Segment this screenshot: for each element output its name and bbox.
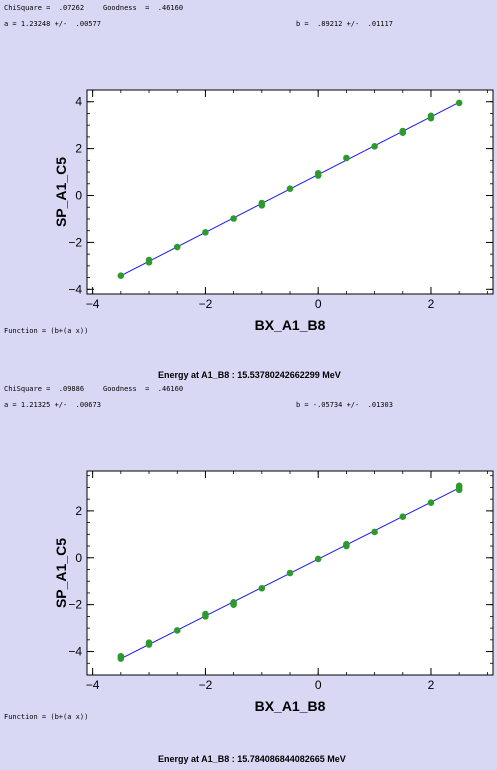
x-tick-label: 2 bbox=[428, 297, 435, 311]
data-point bbox=[230, 215, 237, 222]
data-point bbox=[117, 272, 125, 280]
y-tick-label: 0 bbox=[75, 551, 82, 565]
x-tick-label: −4 bbox=[86, 678, 100, 692]
scatter-plot-2: −4 −2 0 2 −4 −2 0 2 BX_A1_B8 SP_A1_C5 bbox=[53, 470, 494, 714]
data-point bbox=[314, 555, 322, 563]
chisquare-text: ChiSquare = .09886 bbox=[4, 385, 85, 393]
data-point bbox=[343, 540, 350, 548]
param-a-text: a = 1.23248 +/- .00577 bbox=[4, 20, 101, 28]
data-point bbox=[399, 127, 407, 135]
goodness-text: Goodness = .46160 bbox=[103, 4, 184, 12]
x-tick-label: 0 bbox=[315, 297, 322, 311]
y-tick-label: 0 bbox=[75, 189, 82, 203]
data-point bbox=[286, 569, 294, 577]
data-point bbox=[371, 528, 378, 536]
data-point bbox=[286, 185, 294, 193]
y-tick-label: 4 bbox=[75, 95, 82, 109]
y-axis-label: SP_A1_C5 bbox=[53, 157, 69, 227]
x-axis-label: BX_A1_B8 bbox=[255, 317, 326, 333]
param-a-text: a = 1.21325 +/- .00673 bbox=[4, 401, 101, 409]
y-tick-label: −2 bbox=[68, 235, 82, 249]
data-point bbox=[314, 169, 322, 177]
data-point bbox=[173, 627, 181, 634]
data-point bbox=[202, 229, 209, 236]
function-text: Function = (b+(a x)) bbox=[4, 713, 89, 721]
x-axis-label: BX_A1_B8 bbox=[255, 698, 326, 714]
data-point bbox=[455, 99, 463, 107]
y-axis-label: SP_A1_C5 bbox=[53, 538, 69, 608]
energy-text: Energy at A1_B8 : 15.784086844082665 MeV bbox=[158, 754, 346, 764]
data-point bbox=[371, 142, 378, 150]
data-point bbox=[258, 202, 266, 209]
data-point bbox=[455, 482, 463, 490]
data-point bbox=[117, 652, 125, 660]
chisquare-text: ChiSquare = .07262 bbox=[4, 4, 85, 12]
x-tick-label: 2 bbox=[428, 678, 435, 692]
goodness-text: Goodness = .46160 bbox=[103, 385, 184, 393]
y-tick-label: −4 bbox=[68, 645, 82, 659]
data-point bbox=[145, 639, 153, 646]
data-point bbox=[202, 610, 209, 618]
y-tick-label: 2 bbox=[75, 504, 82, 518]
data-point bbox=[145, 259, 153, 266]
x-tick-label: −2 bbox=[199, 297, 213, 311]
scatter-plot-1: −4 −2 0 2 −4 −2 0 2 4 BX_A1_B8 SP_A1_C5 bbox=[53, 89, 494, 333]
param-b-text: b = .89212 +/- .01117 bbox=[296, 20, 393, 28]
energy-text: Energy at A1_B8 : 15.53780242662299 MeV bbox=[158, 370, 341, 380]
x-tick-label: −2 bbox=[199, 678, 213, 692]
data-point bbox=[343, 154, 350, 162]
param-b-text: b = -.05734 +/- .01303 bbox=[296, 401, 393, 409]
function-text: Function = (b+(a x)) bbox=[4, 327, 89, 335]
data-point bbox=[427, 112, 435, 120]
data-point bbox=[173, 243, 181, 251]
data-point bbox=[230, 599, 237, 606]
x-tick-label: 0 bbox=[315, 678, 322, 692]
data-point bbox=[399, 513, 407, 521]
y-tick-label: −4 bbox=[68, 282, 82, 296]
y-tick-label: −2 bbox=[68, 598, 82, 612]
x-tick-label: −4 bbox=[86, 297, 100, 311]
y-tick-label: 2 bbox=[75, 142, 82, 156]
data-point bbox=[427, 499, 435, 506]
data-point bbox=[258, 584, 266, 592]
